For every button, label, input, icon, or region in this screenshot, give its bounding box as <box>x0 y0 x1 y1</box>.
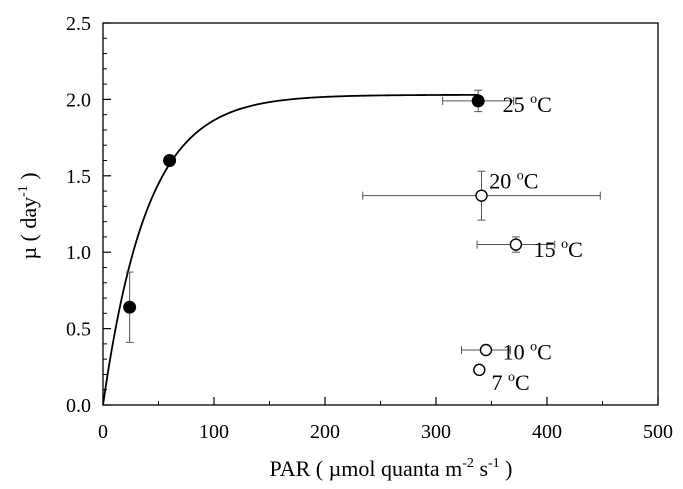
y-axis: 0.0 0.5 1.0 1.5 2.0 2.5 <box>66 13 111 417</box>
temperature-label: 25 oC <box>503 92 552 117</box>
y-tick-label: 0.5 <box>66 319 91 341</box>
data-point-open <box>473 363 486 377</box>
x-tick-label: 400 <box>532 421 562 443</box>
temperature-label: 10 oC <box>503 340 552 365</box>
data-points <box>123 94 523 377</box>
annotations: 25 oC 20 oC 15 oC 10 oC 7 oC <box>489 92 583 395</box>
data-point-filled <box>163 154 177 168</box>
plot-frame <box>102 22 659 406</box>
x-tick-label: 200 <box>310 421 340 443</box>
fit-curve <box>102 93 479 406</box>
x-tick-label: 500 <box>643 421 673 443</box>
temperature-label: 7 oC <box>492 370 530 395</box>
temperature-label: 15 oC <box>534 237 583 262</box>
data-point-open <box>475 189 488 202</box>
x-tick-label: 300 <box>421 421 451 443</box>
data-point-filled <box>123 300 137 314</box>
data-point-open <box>509 238 523 251</box>
x-tick-label: 100 <box>199 421 229 443</box>
x-axis: 0 100 200 300 400 500 <box>98 397 673 443</box>
y-tick-label: 0.0 <box>66 395 91 417</box>
data-point-open <box>479 343 493 357</box>
x-axis-label: PAR ( µmol quanta m-2 s-1 ) <box>270 456 513 481</box>
y-tick-label: 1.0 <box>66 242 91 264</box>
temperature-label: 20 oC <box>489 168 538 193</box>
data-point-filled <box>471 94 485 108</box>
plot-area <box>102 22 659 406</box>
x-tick-label: 0 <box>98 421 108 443</box>
y-axis-label: µ ( day-1 ) <box>16 172 41 259</box>
y-tick-label: 2.5 <box>66 13 91 35</box>
y-tick-label: 1.5 <box>66 166 91 188</box>
fit-curve-layer <box>102 93 479 406</box>
y-tick-label: 2.0 <box>66 89 91 111</box>
